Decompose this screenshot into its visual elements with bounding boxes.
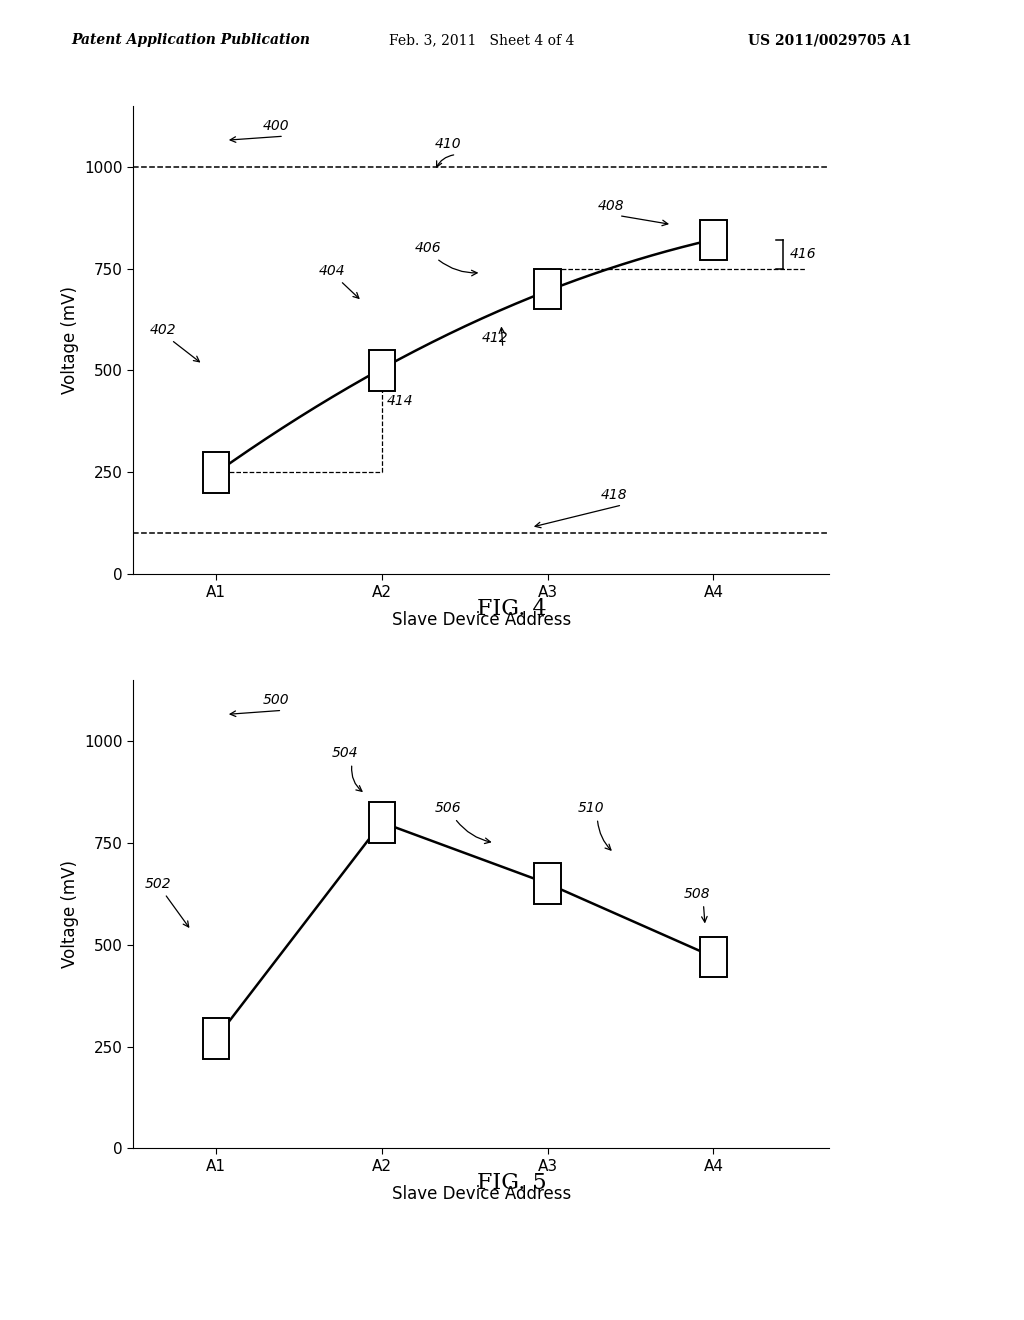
Text: 504: 504 [332, 746, 358, 760]
Text: FIG. 5: FIG. 5 [477, 1172, 547, 1195]
Text: US 2011/0029705 A1: US 2011/0029705 A1 [748, 33, 911, 48]
FancyBboxPatch shape [203, 1018, 229, 1059]
Text: Patent Application Publication: Patent Application Publication [72, 33, 310, 48]
Text: 502: 502 [144, 876, 171, 891]
Text: 500: 500 [262, 693, 289, 708]
FancyBboxPatch shape [369, 350, 395, 391]
FancyBboxPatch shape [203, 451, 229, 492]
Text: 414: 414 [387, 395, 414, 408]
FancyBboxPatch shape [700, 219, 727, 260]
Text: 410: 410 [435, 137, 462, 152]
Text: 418: 418 [601, 488, 628, 502]
Text: 506: 506 [435, 801, 462, 816]
Text: 406: 406 [415, 242, 441, 255]
Text: FIG. 4: FIG. 4 [477, 598, 547, 620]
X-axis label: Slave Device Address: Slave Device Address [391, 611, 571, 628]
Text: 404: 404 [318, 264, 345, 277]
Text: 510: 510 [578, 801, 604, 816]
Text: 508: 508 [684, 887, 711, 900]
Text: Feb. 3, 2011   Sheet 4 of 4: Feb. 3, 2011 Sheet 4 of 4 [389, 33, 574, 48]
FancyBboxPatch shape [535, 863, 561, 904]
FancyBboxPatch shape [369, 803, 395, 842]
FancyBboxPatch shape [700, 936, 727, 977]
Text: 416: 416 [790, 247, 816, 261]
Text: 400: 400 [262, 119, 289, 133]
Text: 402: 402 [150, 323, 176, 337]
Y-axis label: Voltage (mV): Voltage (mV) [60, 861, 79, 968]
X-axis label: Slave Device Address: Slave Device Address [391, 1185, 571, 1203]
FancyBboxPatch shape [535, 268, 561, 309]
Text: 408: 408 [597, 198, 624, 213]
Text: 412: 412 [481, 331, 508, 345]
Y-axis label: Voltage (mV): Voltage (mV) [60, 286, 79, 393]
